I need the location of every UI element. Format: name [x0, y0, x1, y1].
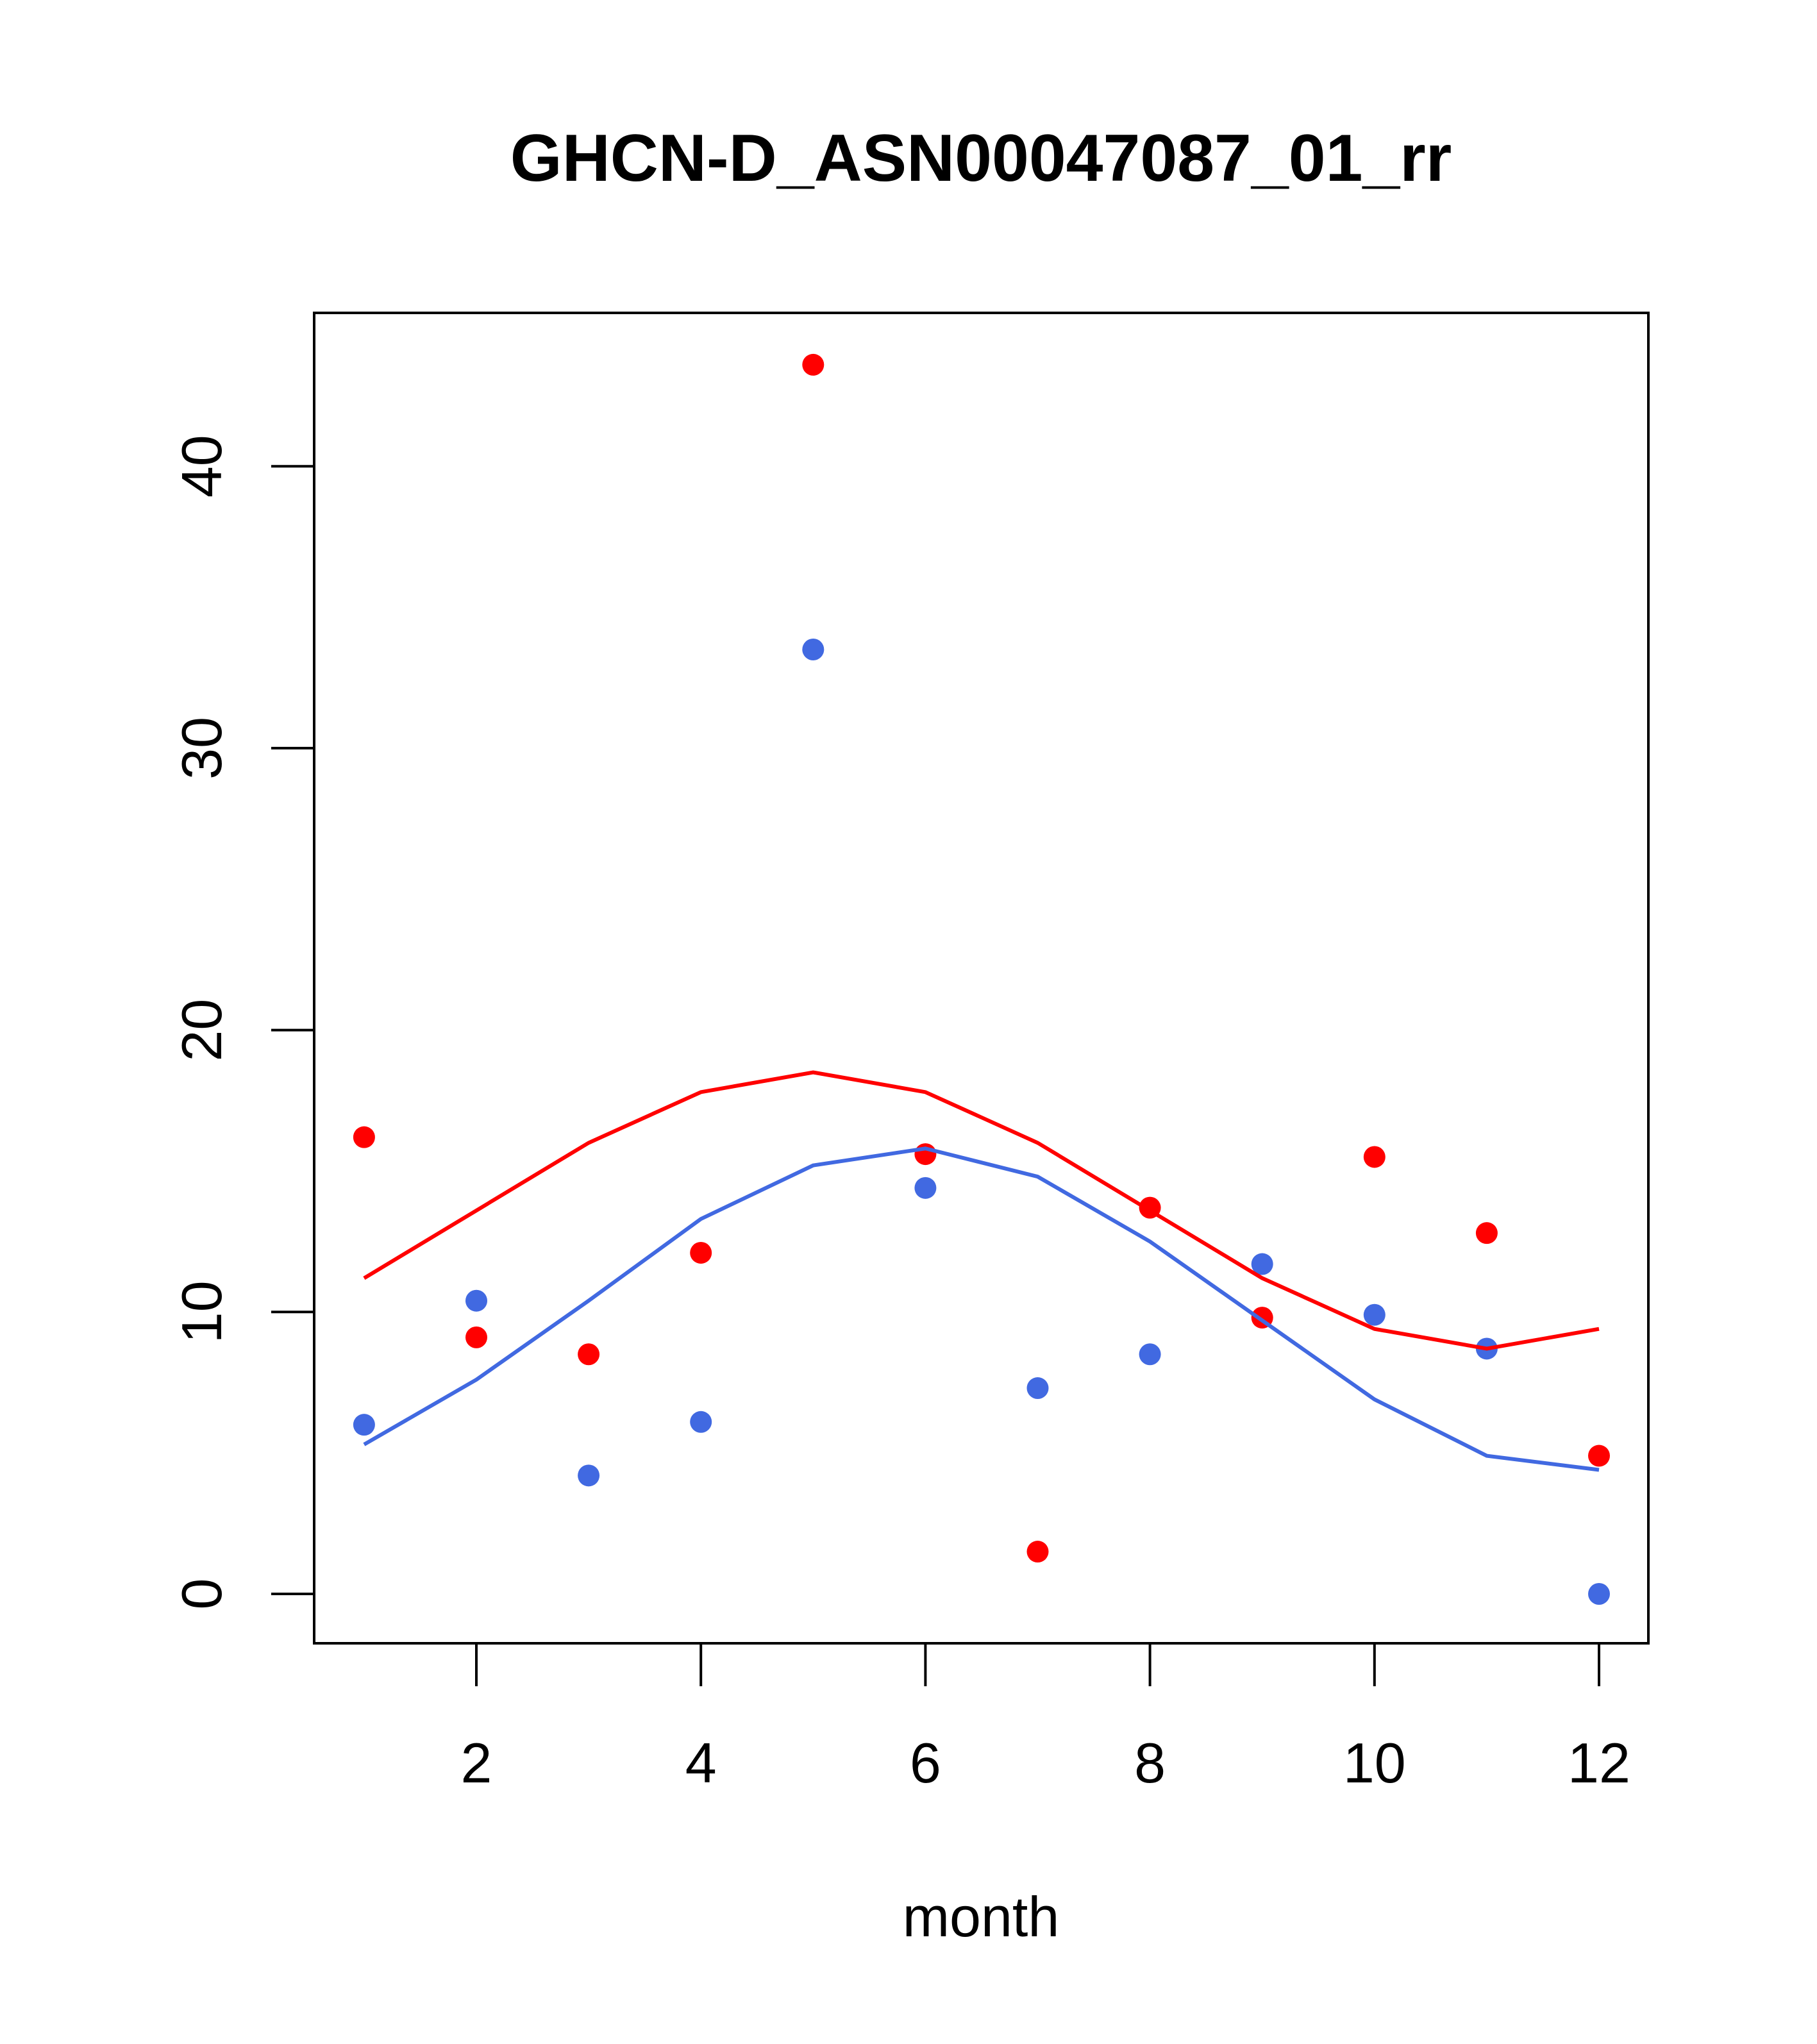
red-points-point [1363, 1146, 1386, 1168]
red-points-point [1475, 1222, 1498, 1244]
y-tick-label: 0 [170, 1579, 233, 1610]
chart-title: GHCN-D_ASN00047087_01_rr [510, 121, 1452, 196]
red-line [363, 1070, 1600, 1351]
red-points-point [465, 1326, 487, 1348]
red-points-point [578, 1343, 600, 1366]
y-tick-label: 40 [170, 435, 233, 498]
blue-points-point [914, 1177, 937, 1199]
y-tick-label: 10 [170, 1280, 233, 1343]
blue-points-point [353, 1414, 375, 1436]
blue-points-point [1251, 1253, 1273, 1275]
blue-line [363, 1146, 1600, 1472]
plot-frame [313, 312, 1650, 1645]
red-points-point [690, 1241, 712, 1264]
y-tick-label: 30 [170, 717, 233, 780]
x-tick-label: 8 [1134, 1731, 1166, 1795]
blue-points-point [465, 1289, 487, 1312]
blue-points-point [1363, 1303, 1386, 1326]
blue-points-point [802, 639, 825, 661]
blue-points-point [1026, 1377, 1049, 1400]
x-tick-label: 10 [1343, 1731, 1406, 1795]
series-layer [353, 353, 1610, 1605]
x-tick-label: 4 [685, 1731, 717, 1795]
x-tick-label: 6 [910, 1731, 941, 1795]
y-axis: 0 10 20 30 40 [170, 435, 315, 1610]
x-tick-label: 12 [1568, 1731, 1630, 1795]
blue-points-point [1139, 1343, 1161, 1366]
x-axis-label: month [903, 1885, 1060, 1948]
blue-points-point [690, 1411, 712, 1433]
y-tick-label: 20 [170, 999, 233, 1062]
red-points-point [353, 1126, 375, 1148]
red-points-point [1588, 1445, 1610, 1467]
red-points-point [802, 353, 825, 376]
blue-points-point [1588, 1583, 1610, 1605]
red-points-point [1026, 1541, 1049, 1563]
red-points-point [914, 1143, 937, 1166]
x-tick-label: 2 [461, 1731, 492, 1795]
blue-points-point [578, 1464, 600, 1487]
x-axis: 2 4 6 8 10 12 [461, 1642, 1630, 1795]
